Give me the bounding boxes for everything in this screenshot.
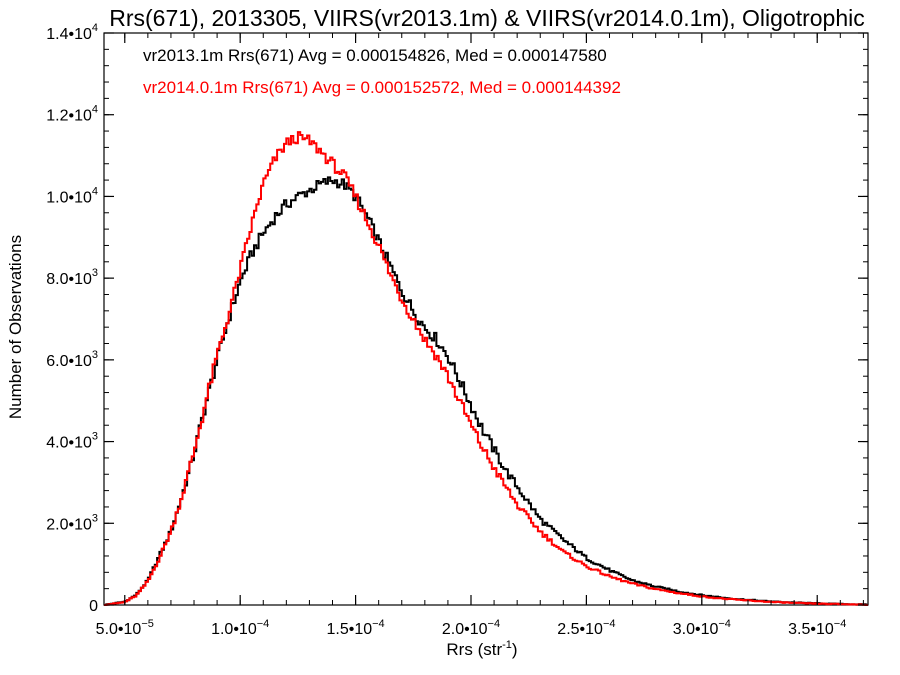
x-tick-label-exponent: −4 [603, 618, 616, 630]
x-tick-label-exponent: −4 [372, 618, 385, 630]
y-tick-label-mantissa: 1.0•10 [46, 189, 92, 206]
x-tick-label-exponent: −5 [141, 618, 154, 630]
y-tick-label-exponent: 3 [92, 431, 98, 443]
x-tick-label-mantissa: 3.0•10 [673, 621, 719, 638]
legend-entry-vr2014: vr2014.0.1m Rrs(671) Avg = 0.000152572, … [143, 78, 621, 97]
x-tick-label: 2.0•10−4 [442, 618, 500, 638]
y-tick-label-mantissa: 8.0•10 [46, 271, 92, 288]
y-tick-label-mantissa: 1.2•10 [46, 108, 92, 125]
x-tick-label-mantissa: 5.0•10 [96, 621, 142, 638]
x-axis: 5.0•10−5 1.0•10−4 1.5•10−4 2.0•10−4 2.5•10−4… [96, 33, 864, 638]
legend-entry-vr2013: vr2013.1m Rrs(671) Avg = 0.000154826, Me… [143, 46, 607, 65]
y-tick-label-exponent: 3 [92, 267, 98, 279]
series-layer [104, 131, 868, 606]
x-tick-label-mantissa: 1.0•10 [211, 621, 257, 638]
y-tick-label-exponent: 3 [92, 349, 98, 361]
y-tick-label: 1.2•104 [46, 104, 98, 125]
x-axis-title-close: ) [512, 640, 518, 659]
y-tick-label: 4.0•103 [46, 431, 98, 452]
x-tick-label-mantissa: 3.5•10 [788, 621, 834, 638]
y-tick-label: 0 [89, 598, 98, 615]
x-tick-label-exponent: −4 [257, 618, 270, 630]
y-axis-title: Number of Observations [6, 235, 25, 419]
y-tick-label: 8.0•103 [46, 267, 98, 288]
y-tick-label: 1.4•104 [46, 22, 98, 43]
x-tick-label: 5.0•10−5 [96, 618, 154, 638]
y-tick-label-mantissa: 4.0•10 [46, 435, 92, 452]
x-tick-label: 3.0•10−4 [673, 618, 731, 638]
x-tick-label-exponent: −4 [488, 618, 501, 630]
y-tick-label-exponent: 4 [92, 185, 98, 197]
x-tick-label-exponent: −4 [718, 618, 731, 630]
chart-title: Rrs(671), 2013305, VIIRS(vr2013.1m) & VI… [109, 5, 865, 31]
series-line-vr2013 [104, 176, 868, 606]
y-axis: 02.0•1034.0•1036.0•1038.0•1031.0•1041.2•… [46, 22, 868, 615]
x-tick-label: 1.0•10−4 [211, 618, 269, 638]
plot-border [103, 32, 869, 606]
y-tick-label-mantissa: 2.0•10 [46, 516, 92, 533]
y-tick-label: 1.0•104 [46, 185, 98, 206]
y-tick-label-mantissa: 0 [89, 598, 98, 615]
y-tick-label-exponent: 3 [92, 512, 98, 524]
y-tick-label-exponent: 4 [92, 22, 98, 34]
y-tick-label: 6.0•103 [46, 349, 98, 370]
x-axis-title-exponent: -1 [502, 639, 512, 651]
x-axis-title: Rrs (str-1) [446, 639, 517, 659]
y-tick-label-mantissa: 1.4•10 [46, 26, 92, 43]
y-tick-label-exponent: 4 [92, 104, 98, 116]
x-tick-label-mantissa: 2.5•10 [557, 621, 603, 638]
x-tick-label: 1.5•10−4 [326, 618, 384, 638]
plot-area [103, 32, 869, 606]
x-tick-label-mantissa: 2.0•10 [442, 621, 488, 638]
series-line-vr2014 [104, 131, 868, 606]
x-tick-label: 2.5•10−4 [557, 618, 615, 638]
y-tick-label-mantissa: 6.0•10 [46, 353, 92, 370]
x-tick-label: 3.5•10−4 [788, 618, 846, 638]
x-axis-title-text: Rrs (str [446, 640, 502, 659]
y-tick-label: 2.0•103 [46, 512, 98, 533]
x-tick-label-mantissa: 1.5•10 [326, 621, 372, 638]
x-tick-label-exponent: −4 [834, 618, 847, 630]
